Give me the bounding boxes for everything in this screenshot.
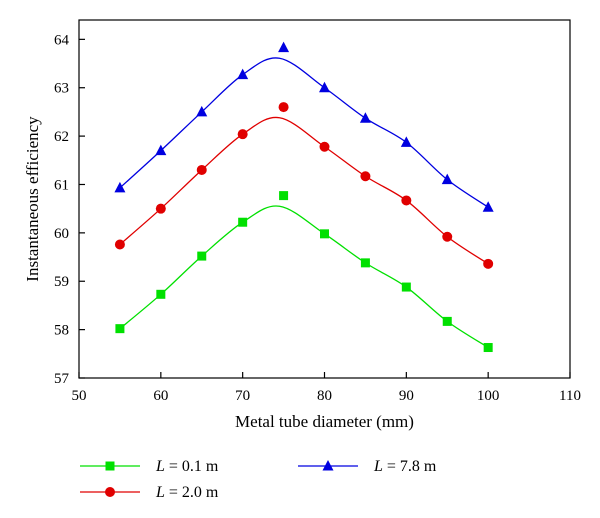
legend-label-value: = 2.0 m (165, 484, 219, 501)
y-tick-label: 61 (54, 177, 69, 193)
y-tick-label: 57 (54, 371, 70, 387)
legend-marker-triangle (322, 460, 334, 471)
legend-marker-circle (105, 487, 115, 497)
data-point-circle (401, 195, 412, 206)
data-point-square (197, 251, 207, 261)
x-tick-label: 110 (559, 388, 581, 404)
y-tick-label: 60 (54, 226, 69, 242)
x-tick-label: 100 (477, 388, 500, 404)
series-curves (119, 57, 489, 349)
legend-label-value: = 7.8 m (383, 458, 437, 475)
series-markers (114, 41, 494, 353)
data-point-triangle (441, 173, 453, 185)
data-point-triangle (155, 144, 167, 156)
data-point-circle (442, 231, 453, 242)
x-tick-label: 50 (72, 388, 87, 404)
data-point-circle (237, 129, 248, 140)
y-tick-label: 58 (54, 323, 69, 339)
legend-item: L = 0.1 m (80, 458, 219, 475)
legend-label-value: = 0.1 m (165, 458, 219, 475)
data-point-triangle (237, 68, 249, 80)
data-point-triangle (400, 136, 412, 147)
legend: L = 0.1 mL = 2.0 mL = 7.8 m (80, 458, 437, 501)
x-tick-label: 90 (399, 388, 414, 404)
data-point-triangle (359, 112, 371, 123)
x-tick-label: 70 (235, 388, 250, 404)
y-tick-label: 59 (54, 274, 69, 290)
data-point-circle (278, 102, 289, 113)
legend-label-var: L (373, 458, 383, 475)
data-point-square (401, 282, 411, 292)
data-point-circle (319, 141, 330, 152)
legend-marker-square (105, 461, 115, 471)
data-point-triangle (482, 201, 494, 212)
y-tick-label: 64 (54, 32, 70, 48)
series-line-2 (119, 116, 489, 265)
data-point-square (483, 343, 493, 353)
x-tick-label: 80 (317, 388, 332, 404)
axis-ticks: 50 60 70 80 90 100 110 57 58 59 60 61 62 63 64 (54, 32, 581, 404)
legend-label-var: L (155, 458, 165, 475)
data-point-square (115, 324, 125, 334)
y-tick-label: 62 (54, 129, 69, 145)
legend-label: L = 2.0 m (155, 484, 219, 501)
data-point-circle (155, 203, 166, 214)
data-point-triangle (196, 105, 208, 117)
data-point-square (360, 258, 370, 268)
x-axis-label: Metal tube diameter (mm) (235, 412, 414, 431)
legend-label-var: L (155, 484, 165, 501)
data-point-square (156, 289, 166, 299)
series-line-3 (119, 57, 489, 208)
data-point-circle (196, 164, 207, 175)
y-tick-label: 63 (54, 81, 69, 97)
series-line-1 (119, 205, 489, 349)
data-point-triangle (114, 181, 126, 193)
data-point-triangle (278, 41, 290, 53)
legend-label: L = 0.1 m (155, 458, 219, 475)
legend-item: L = 2.0 m (80, 484, 219, 501)
data-point-square (238, 217, 248, 227)
data-point-square (320, 229, 329, 239)
data-point-triangle (319, 81, 330, 93)
plot-frame (78, 19, 571, 379)
legend-label: L = 7.8 m (373, 458, 437, 475)
data-point-square (442, 316, 452, 326)
y-axis-label: Instantaneous efficiency (23, 116, 42, 282)
legend-item: L = 7.8 m (298, 458, 437, 475)
data-point-square (279, 191, 289, 201)
data-point-circle (483, 258, 494, 269)
data-point-circle (360, 171, 371, 182)
data-point-circle (114, 239, 125, 250)
x-tick-label: 60 (153, 388, 168, 404)
